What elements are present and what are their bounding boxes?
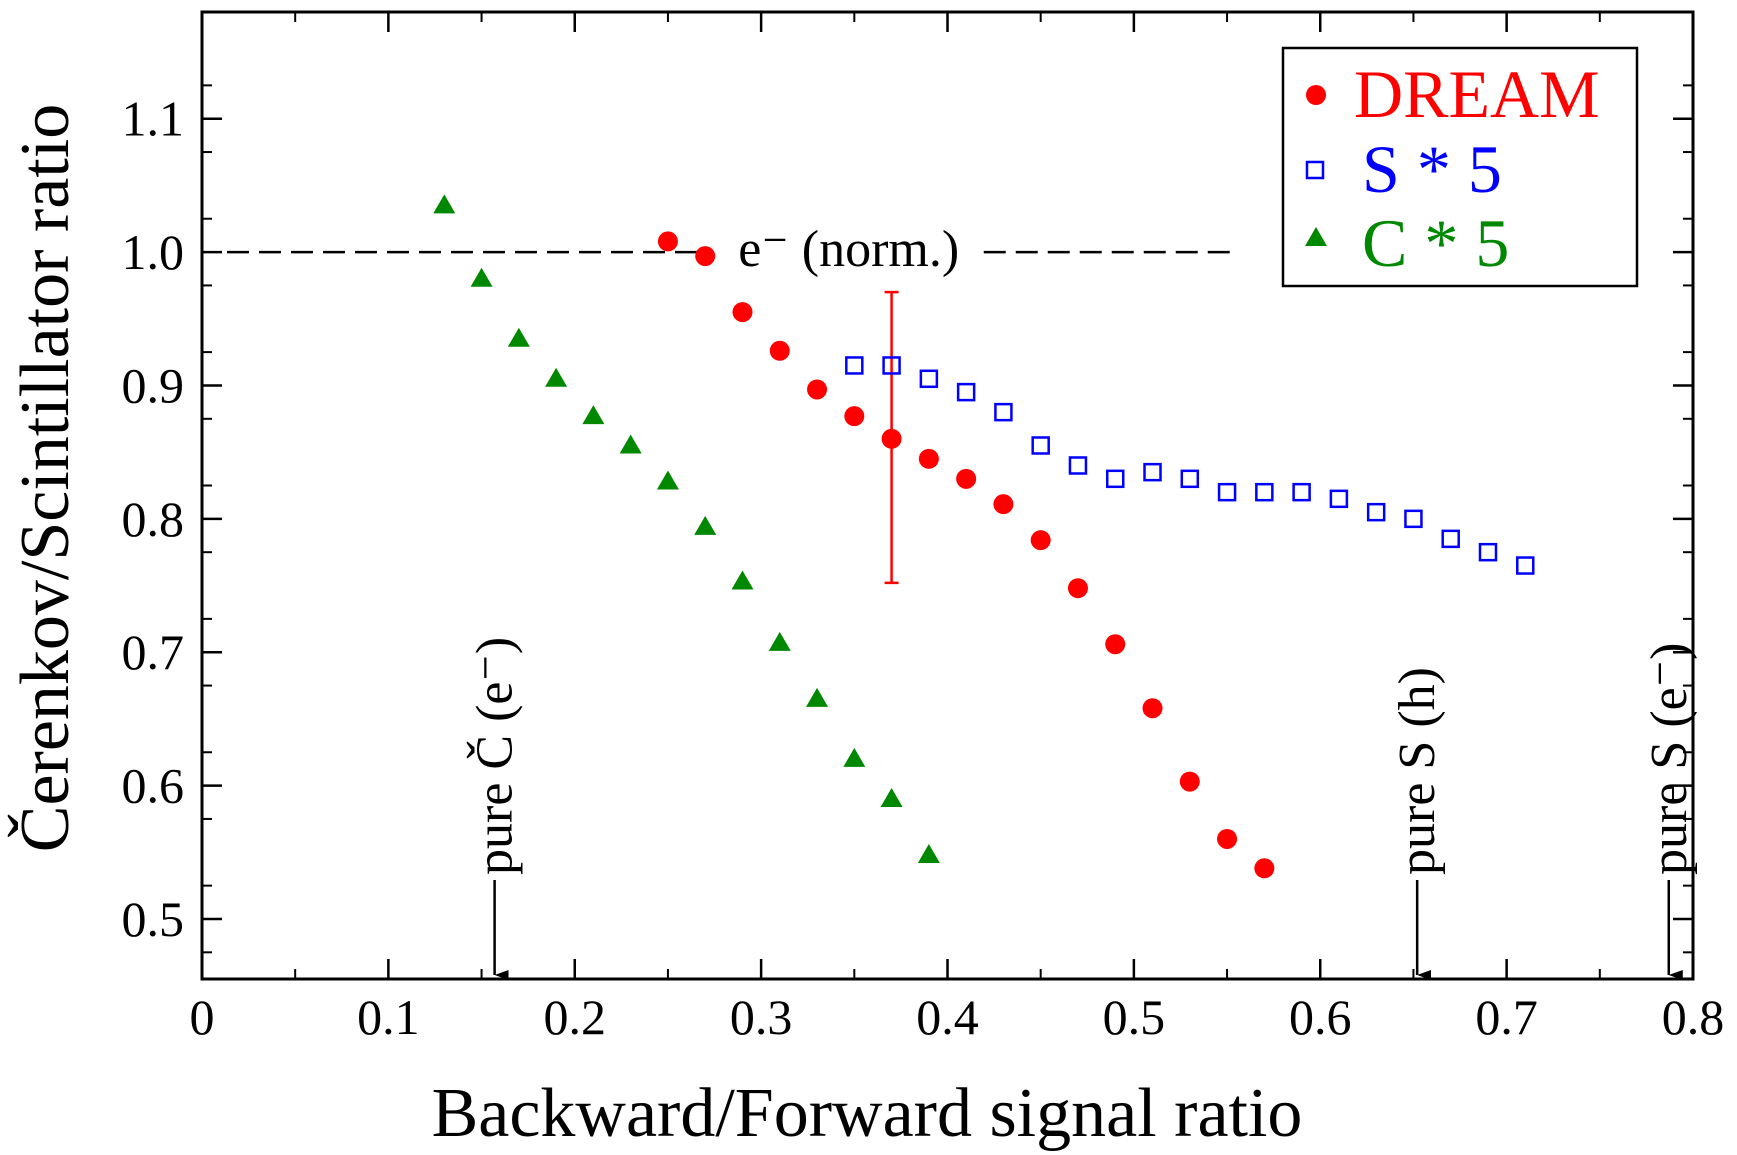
data-point: [919, 369, 939, 389]
legend-label-s5: S * 5: [1362, 131, 1502, 207]
y-tick-label: 0.8: [122, 491, 185, 547]
data-point: [433, 194, 456, 214]
data-point: [768, 631, 791, 651]
series-2: [845, 356, 1535, 575]
data-point: [918, 448, 939, 469]
series-1: [657, 231, 1275, 879]
data-point: [1404, 509, 1423, 529]
data-point: [1254, 858, 1275, 879]
data-point: [917, 843, 940, 863]
x-tick-label: 0.4: [916, 989, 979, 1045]
axes-layer: 0 0.1 0.2 0.3 0.4 0.5 0.6 0.7 0.8 0.5 0.6 0.7 0.8 0.9…: [122, 10, 1725, 1045]
y-tick-label: 0.7: [122, 624, 185, 680]
legend-marker-dream: [1306, 85, 1326, 105]
data-point: [582, 405, 605, 425]
data-point: [656, 470, 679, 490]
x-axis-label: Backward/Forward signal ratio: [432, 1075, 1303, 1152]
data-point: [881, 428, 902, 449]
pure-marker-label: pure S (h): [1389, 667, 1446, 875]
data-point: [769, 340, 790, 361]
data-point: [694, 515, 717, 535]
pure-marker: pure S (h): [1389, 667, 1446, 980]
data-point: [1217, 828, 1238, 849]
x-tick-label: 0: [190, 989, 215, 1045]
legend-label-c5: C * 5: [1362, 205, 1509, 281]
data-point: [1067, 578, 1088, 599]
data-point: [843, 747, 866, 767]
x-tick-label: 0.3: [730, 989, 793, 1045]
y-tick-label: 1.0: [122, 224, 185, 280]
x-tick-label: 0.6: [1289, 989, 1352, 1045]
pure-marker: pure Č (e⁻): [466, 637, 524, 980]
legend-marker-c5: [1305, 227, 1327, 246]
y-axis-label: Čerenkov/Scintillator ratio: [7, 104, 84, 852]
data-point: [1255, 482, 1274, 502]
pure-marker: pure S (e⁻): [1641, 643, 1698, 980]
data-point: [1292, 482, 1311, 502]
data-point: [845, 356, 864, 375]
data-point: [470, 267, 493, 287]
data-point: [1441, 529, 1460, 549]
data-point: [1143, 462, 1162, 482]
data-point: [1068, 456, 1088, 475]
x-tick-label: 0.7: [1475, 989, 1538, 1045]
data-point: [1179, 771, 1200, 792]
reference-line-label: e⁻ (norm.): [738, 221, 959, 278]
data-point: [882, 356, 901, 375]
data-point: [1105, 469, 1125, 489]
legend-marker-s5: [1305, 160, 1325, 180]
data-point: [732, 302, 753, 323]
data-point: [1180, 469, 1200, 489]
legend-label-dream: DREAM: [1354, 56, 1600, 132]
data-point: [993, 494, 1014, 515]
x-tick-label: 0.1: [357, 989, 420, 1045]
data-point: [994, 402, 1013, 422]
pure-marker-label: pure S (e⁻): [1641, 643, 1698, 875]
data-point: [807, 379, 828, 400]
y-tick-label: 0.9: [122, 357, 185, 413]
series-3: [433, 194, 940, 863]
data-point: [1217, 482, 1237, 502]
y-tick-label: 1.1: [122, 91, 185, 147]
data-point: [1105, 634, 1126, 655]
pure-marker-label: pure Č (e⁻): [466, 637, 524, 875]
y-tick-label: 0.5: [122, 891, 185, 947]
data-point: [695, 246, 716, 267]
data-point: [1478, 542, 1498, 562]
data-point: [956, 382, 976, 402]
data-point: [1366, 502, 1386, 522]
data-point: [619, 434, 642, 454]
data-point: [657, 231, 678, 252]
data-point: [880, 787, 903, 807]
y-tick-label: 0.6: [122, 758, 185, 814]
data-point: [1031, 436, 1050, 455]
plot-layer: e⁻ (norm.) pure Č (e⁻) pure S (h) pure S (e…: [227, 194, 1698, 980]
data-point: [956, 468, 977, 489]
data-point: [731, 570, 754, 590]
legend: DREAM S * 5 C * 5: [1281, 46, 1639, 288]
data-point: [1329, 489, 1349, 509]
x-tick-label: 0.8: [1662, 989, 1725, 1045]
data-point: [545, 367, 568, 387]
data-point: [844, 406, 865, 427]
data-point: [1516, 556, 1535, 575]
data-point: [1030, 530, 1051, 551]
legend-box: [1281, 46, 1639, 288]
data-point: [1142, 698, 1163, 719]
data-point: [806, 687, 829, 707]
x-tick-label: 0.2: [544, 989, 607, 1045]
data-point: [507, 327, 530, 347]
x-tick-label: 0.5: [1103, 989, 1166, 1045]
